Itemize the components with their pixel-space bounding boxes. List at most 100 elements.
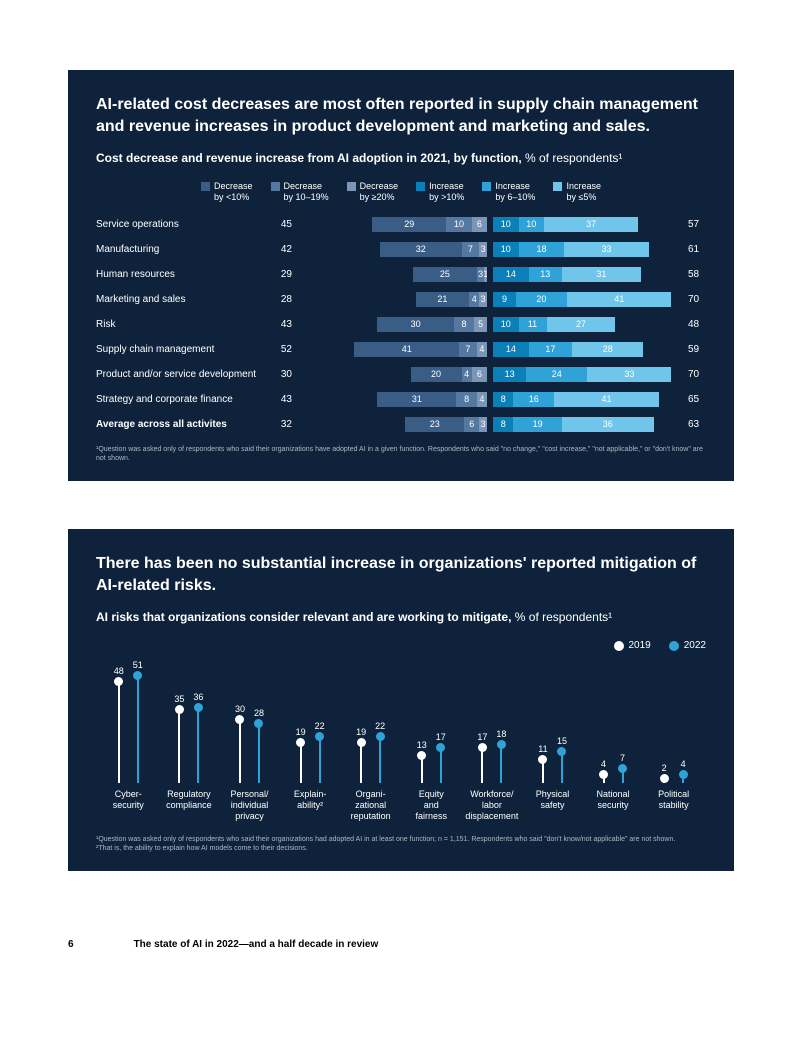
row-right-total: 57: [684, 219, 706, 230]
legend-item: 2022: [669, 640, 706, 651]
row-left-total: 43: [274, 319, 296, 330]
bar-segment: 6: [472, 217, 487, 232]
lollipop-stem: [137, 676, 139, 783]
bar-segment: 4: [477, 342, 487, 357]
lollipop-category: 1115Physical safety: [522, 661, 583, 825]
row-right-total: 61: [684, 244, 706, 255]
chart1-legend: Decrease by <10%Decrease by 10–19%Decrea…: [96, 181, 706, 202]
row-label: Strategy and corporate finance: [96, 394, 274, 405]
row-label: Service operations: [96, 219, 274, 230]
lollipop-value: 48: [109, 666, 129, 676]
bar-segment: 17: [529, 342, 572, 357]
bar-segment: 8: [456, 392, 476, 407]
category-label: Workforce/ labor displacement: [465, 789, 518, 825]
legend-label: Increase by >10%: [429, 181, 464, 202]
legend-swatch: [416, 182, 425, 191]
bar-segment: 4: [469, 292, 479, 307]
lollipop-category: 1317Equity and fairness: [401, 661, 462, 825]
row-axis: 236381936: [296, 417, 684, 432]
chart1-footnote: ¹Question was asked only of respondents …: [96, 445, 706, 463]
bar-segment: 7: [459, 342, 477, 357]
chart2-subhead-main: AI risks that organizations consider rel…: [96, 610, 511, 624]
row-left-half: 2363: [296, 417, 487, 432]
bar-segment: 3: [477, 267, 485, 282]
bar-segment: 28: [572, 342, 643, 357]
lollipop-pair: 1922: [295, 661, 326, 783]
lollipop-stem: [360, 743, 362, 783]
lollipop-head: [618, 764, 627, 773]
bar-segment: 9: [493, 292, 516, 307]
bar-segment: 25: [413, 267, 477, 282]
lollipop-stick: 22: [314, 737, 326, 783]
bar-segment: 31: [377, 392, 456, 407]
row-right-half: 101037: [493, 217, 684, 232]
lollipop-stem: [197, 708, 199, 784]
row-label: Manufacturing: [96, 244, 274, 255]
bar-segment: 3: [479, 417, 487, 432]
chart2-subhead: AI risks that organizations consider rel…: [96, 610, 706, 624]
lollipop-head: [538, 755, 547, 764]
lollipop-head: [478, 743, 487, 752]
row-left-half: 2531: [296, 267, 487, 282]
category-label: Equity and fairness: [416, 789, 448, 825]
bar-segment: 4: [462, 367, 472, 382]
legend-label: Increase by 6–10%: [495, 181, 535, 202]
lollipop-head: [679, 770, 688, 779]
lollipop-stem: [319, 737, 321, 783]
lollipop-stem: [379, 737, 381, 783]
chart-row: Risk43308510112748: [96, 314, 706, 335]
legend-item: Decrease by <10%: [201, 181, 253, 202]
lollipop-stick: 4: [598, 775, 610, 783]
lollipop-value: 28: [249, 708, 269, 718]
lollipop-value: 2: [654, 763, 674, 773]
legend-item: Increase by 6–10%: [482, 181, 535, 202]
lollipop-category: 47National security: [583, 661, 644, 825]
row-left-total: 30: [274, 369, 296, 380]
lollipop-category: 1922Organi- zational reputation: [340, 661, 401, 825]
lollipop-pair: 1115: [537, 661, 568, 783]
bar-segment: 36: [562, 417, 654, 432]
lollipop-stem: [178, 710, 180, 784]
lollipop-value: 17: [431, 732, 451, 742]
category-label: Personal/ individual privacy: [230, 789, 268, 825]
legend-item: 2019: [614, 640, 651, 651]
bar-segment: 33: [564, 242, 648, 257]
chart-row: Supply chain management52417414172859: [96, 339, 706, 360]
legend-label: 2019: [629, 640, 651, 651]
row-right-half: 81641: [493, 392, 684, 407]
lollipop-category: 1922Explain- ability²: [280, 661, 341, 825]
lollipop-stem: [481, 748, 483, 784]
chart2-subhead-pct: % of respondents¹: [511, 610, 612, 624]
bar-segment: 10: [493, 217, 519, 232]
bar-segment: 19: [513, 417, 561, 432]
lollipop-value: 13: [412, 740, 432, 750]
row-right-half: 101127: [493, 317, 684, 332]
row-right-half: 101833: [493, 242, 684, 257]
chart2-legend: 2019 2022: [96, 640, 706, 651]
row-axis: 214392041: [296, 292, 684, 307]
lollipop-category: 3028 Personal/ individual privacy: [219, 661, 280, 825]
row-left-total: 43: [274, 394, 296, 405]
lollipop-pair: 1317: [416, 661, 447, 783]
row-label: Supply chain management: [96, 344, 274, 355]
row-axis: 4174141728: [296, 342, 684, 357]
legend-label: Increase by ≤5%: [566, 181, 601, 202]
bar-segment: 10: [493, 242, 519, 257]
bar-segment: 18: [519, 242, 565, 257]
row-left-total: 28: [274, 294, 296, 305]
lollipop-stick: 18: [495, 745, 507, 783]
lollipop-category: 3536Regulatory compliance: [159, 661, 220, 825]
lollipop-stick: 4: [677, 775, 689, 783]
lollipop-stem: [118, 682, 120, 783]
row-right-total: 63: [684, 419, 706, 430]
lollipop-stick: 13: [416, 756, 428, 783]
chart-row: Manufacturing42327310183361: [96, 239, 706, 260]
bar-segment: 8: [493, 392, 513, 407]
lollipop-pair: 3028: [234, 661, 265, 783]
bar-segment: 10: [493, 317, 519, 332]
bar-segment: 20: [411, 367, 462, 382]
lollipop-value: 35: [169, 694, 189, 704]
lollipop-category: 1718Workforce/ labor displacement: [462, 661, 523, 825]
bar-segment: 31: [562, 267, 641, 282]
bar-segment: 32: [380, 242, 462, 257]
